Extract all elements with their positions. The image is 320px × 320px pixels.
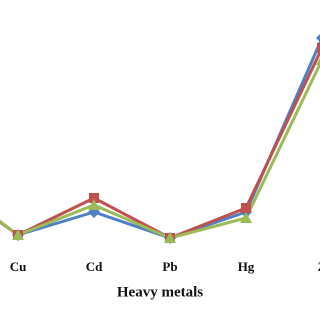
x-tick-label: Cu [10,259,27,274]
marker [317,43,320,53]
marker [316,57,320,65]
x-axis-label: Heavy metals [117,284,203,300]
marker [316,34,320,42]
x-tick-label: Hg [238,259,255,274]
series-line [0,60,320,240]
x-tick-label: Cd [86,259,103,274]
marker [240,212,252,223]
marker [164,232,176,243]
marker [89,193,99,203]
marker [88,199,100,210]
series-line [0,38,320,240]
marker [241,203,251,213]
x-tick-label: Z [318,259,320,274]
x-tick-label: Pb [162,259,177,274]
series-line [0,48,320,240]
marker [12,229,24,240]
